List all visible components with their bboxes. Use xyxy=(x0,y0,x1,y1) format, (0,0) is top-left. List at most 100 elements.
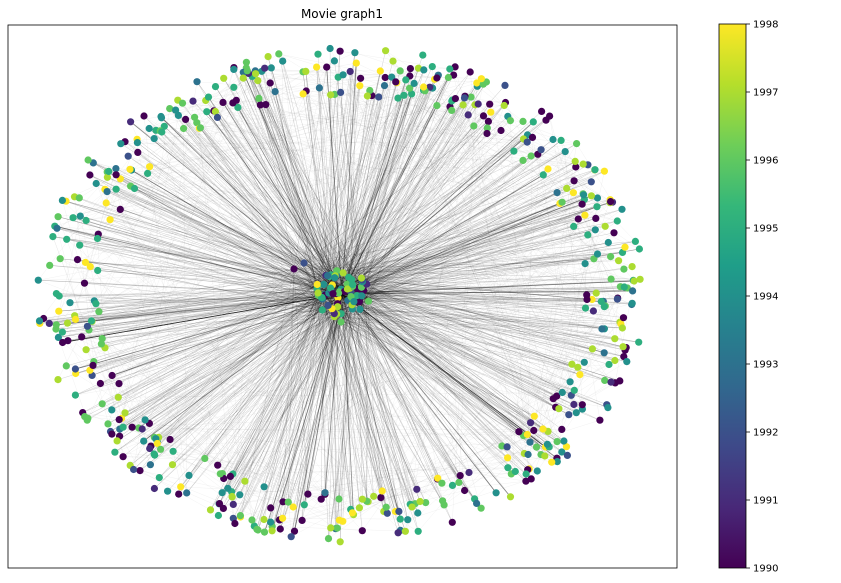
edge xyxy=(278,53,331,289)
graph-node xyxy=(619,343,627,351)
edge xyxy=(366,121,489,285)
edge xyxy=(192,101,400,512)
graph-node xyxy=(87,317,96,325)
edge xyxy=(350,292,453,486)
edge xyxy=(65,200,354,302)
graph-node xyxy=(115,416,123,424)
edge xyxy=(341,105,438,295)
edge xyxy=(319,87,362,288)
edge xyxy=(452,82,477,523)
edge xyxy=(131,81,487,428)
edge xyxy=(361,150,515,296)
edge xyxy=(330,87,430,276)
edge xyxy=(341,195,592,295)
edge xyxy=(251,308,353,521)
edge xyxy=(199,128,234,519)
graph-node xyxy=(526,438,534,446)
edge xyxy=(361,287,572,365)
edge xyxy=(223,67,327,479)
edge xyxy=(87,93,304,421)
edge xyxy=(264,68,319,294)
edge xyxy=(233,493,308,505)
edge xyxy=(178,115,295,270)
edge xyxy=(334,277,593,300)
graph-node xyxy=(140,112,148,120)
edge xyxy=(232,467,508,475)
edge xyxy=(316,66,624,318)
edge xyxy=(84,282,335,314)
edge xyxy=(56,228,335,314)
edge xyxy=(58,216,339,294)
edge xyxy=(77,134,528,260)
edge xyxy=(279,294,326,520)
graph-node xyxy=(83,322,91,330)
edge xyxy=(350,63,357,297)
edge xyxy=(270,274,338,508)
edge xyxy=(164,126,328,276)
edge xyxy=(186,308,333,494)
edge xyxy=(153,297,339,455)
edge xyxy=(330,288,385,512)
graph-node xyxy=(324,535,333,543)
edge xyxy=(116,189,594,259)
edge xyxy=(328,293,399,533)
edge xyxy=(124,308,353,414)
edge xyxy=(361,277,508,448)
graph-node xyxy=(234,103,242,111)
edge xyxy=(341,95,405,295)
graph-node xyxy=(541,452,549,460)
edge xyxy=(353,199,611,302)
graph-node xyxy=(511,467,519,476)
edge xyxy=(192,100,362,279)
edge xyxy=(66,239,318,286)
edge xyxy=(88,294,326,331)
graph-node xyxy=(348,509,356,517)
edge xyxy=(118,292,329,398)
edge xyxy=(66,288,342,367)
edge xyxy=(340,289,512,475)
edge xyxy=(413,83,571,382)
graph-node xyxy=(506,117,514,125)
edge xyxy=(271,67,332,291)
edge xyxy=(110,219,593,300)
graph-node xyxy=(54,376,62,384)
edge xyxy=(405,192,574,532)
edge xyxy=(265,104,362,279)
edge xyxy=(341,288,633,304)
edge xyxy=(334,95,373,278)
edge xyxy=(222,102,558,442)
edge xyxy=(337,297,606,307)
edge xyxy=(87,284,318,421)
edge xyxy=(327,258,594,276)
edge xyxy=(334,266,633,314)
edge xyxy=(403,95,545,457)
edge xyxy=(38,263,586,281)
edge xyxy=(255,73,349,301)
edge xyxy=(331,199,585,291)
edge xyxy=(334,61,394,278)
edge xyxy=(77,259,337,315)
edge xyxy=(66,239,326,276)
edge xyxy=(175,109,318,286)
edge xyxy=(124,284,318,414)
edge xyxy=(121,287,331,419)
edge xyxy=(97,238,106,348)
edge xyxy=(137,152,319,294)
edge xyxy=(58,287,362,312)
edge xyxy=(340,321,531,443)
edge xyxy=(347,300,601,421)
graph-node xyxy=(396,515,404,523)
edge xyxy=(328,97,472,539)
edge xyxy=(147,90,424,174)
edge xyxy=(342,272,531,443)
graph-node xyxy=(115,380,123,388)
edge xyxy=(373,121,489,497)
edge xyxy=(359,301,461,476)
graph-node xyxy=(49,233,57,241)
edge xyxy=(322,241,636,300)
edge xyxy=(338,90,371,294)
edge xyxy=(143,115,583,405)
graph-node xyxy=(578,401,586,409)
edge xyxy=(88,220,618,331)
edge xyxy=(110,66,327,432)
